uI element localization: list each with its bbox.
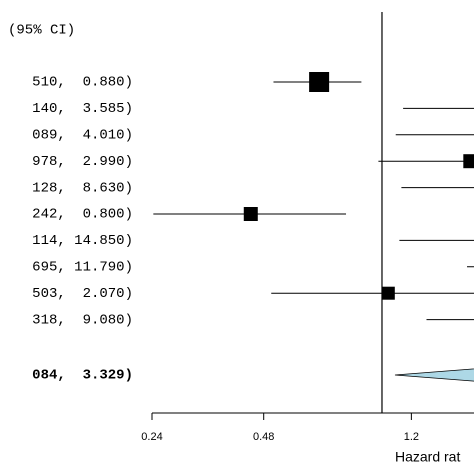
row-ci-label: 089, 4.010): [32, 128, 133, 144]
x-axis-label: Hazard rat: [395, 449, 460, 465]
row-ci-label: 978, 2.990): [32, 154, 133, 170]
estimate-box: [463, 154, 474, 169]
row-ci-label: 510, 0.880): [32, 75, 133, 91]
row-ci-label: 128, 8.630): [32, 180, 133, 196]
row-ci-label: 695, 11.790): [32, 260, 133, 276]
ci-header: (95% CI): [8, 23, 75, 39]
x-tick-label: 1.2: [404, 431, 419, 443]
x-tick-label: 0.48: [253, 431, 274, 443]
estimate-box: [309, 72, 330, 92]
summary-ci-label: 084, 3.329): [32, 368, 133, 384]
estimate-box: [243, 207, 258, 221]
summary-diamond: [394, 368, 474, 382]
row-ci-label: 140, 3.585): [32, 101, 133, 117]
row-ci-label: 114, 14.850): [32, 233, 133, 249]
row-ci-label: 242, 0.800): [32, 207, 133, 223]
x-tick-label: 0.24: [141, 431, 162, 443]
row-ci-label: 503, 2.070): [32, 286, 133, 302]
estimate-box: [381, 286, 395, 300]
row-ci-label: 318, 9.080): [32, 312, 133, 328]
